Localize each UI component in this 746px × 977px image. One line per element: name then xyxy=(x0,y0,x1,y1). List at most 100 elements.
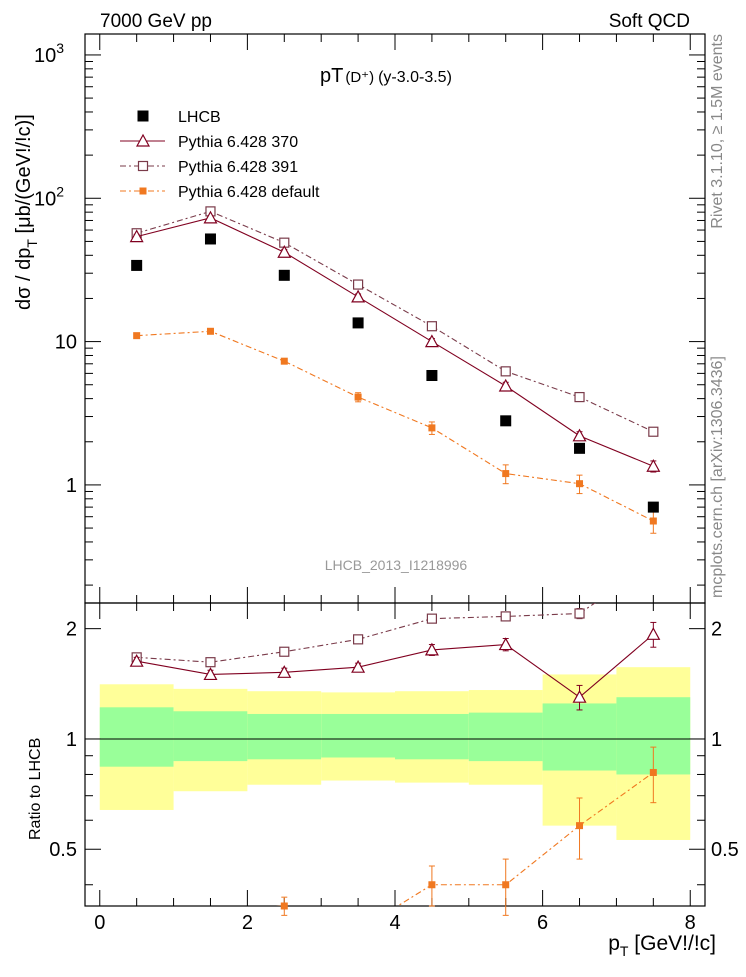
xlabel-sub: T xyxy=(620,943,629,959)
legend-marker-lhcb xyxy=(137,110,149,122)
main-point-pdef xyxy=(354,393,362,401)
ratio-point-pdef xyxy=(649,768,657,776)
rivet-label: Rivet 3.1.10, ≥ 1.5M events xyxy=(709,34,726,229)
ratio-point-pdef xyxy=(280,902,288,910)
main-point-pdef xyxy=(428,424,436,432)
main-line-p370 xyxy=(136,217,654,467)
ratio-point-pdef xyxy=(428,881,436,889)
main-point-p370 xyxy=(351,289,366,303)
main-point-p391 xyxy=(426,321,438,332)
main-ytick-label: 10 xyxy=(55,332,77,354)
watermark: LHCB_2013_I1218996 xyxy=(325,557,468,573)
main-point-pdef xyxy=(649,517,657,525)
ratio-band-green xyxy=(247,713,322,760)
legend-marker-pdef xyxy=(139,187,147,195)
ratio-xtick-label: 6 xyxy=(537,912,548,934)
main-point-lhcb xyxy=(500,415,512,427)
ratio-point-p370 xyxy=(498,637,513,651)
ratio-ytick-label-left: 1 xyxy=(66,729,77,751)
main-point-lhcb xyxy=(426,369,438,381)
legend-label-p370: Pythia 6.428 370 xyxy=(178,134,298,151)
ratio-line-p370 xyxy=(136,633,654,698)
ratio-line-p391 xyxy=(136,603,596,663)
main-ytick-label: 103 xyxy=(34,40,64,67)
main-line-p391 xyxy=(136,210,654,433)
main-point-lhcb xyxy=(204,233,216,245)
x-axis-label: pT [GeV!/!c] xyxy=(608,932,716,959)
main-point-lhcb xyxy=(352,317,364,329)
ratio-ytick-label-right: 0.5 xyxy=(711,839,739,861)
main-point-p370 xyxy=(572,428,587,442)
main-point-p370 xyxy=(646,458,661,472)
main-point-lhcb xyxy=(647,501,659,513)
legend-label-p391: Pythia 6.428 391 xyxy=(178,159,298,176)
ratio-point-p370 xyxy=(646,627,661,640)
main-title: pT (D⁺) (y-3.0-3.5) xyxy=(320,65,452,87)
ratio-point-p391 xyxy=(279,646,290,657)
title-range: (y-3.0-3.5) xyxy=(378,69,452,86)
main-ylabel: dσ / dpT [μb/(GeV!/!c)] xyxy=(13,114,40,310)
ylabel-post: [μb/(GeV!/!c)] xyxy=(13,114,35,239)
ratio-band-green xyxy=(395,713,469,760)
ratio-xtick-label: 0 xyxy=(94,912,105,934)
ratio-xtick-label: 4 xyxy=(389,912,400,934)
main-point-p370 xyxy=(203,210,218,224)
main-point-p370 xyxy=(498,378,513,392)
ratio-ytick-label-right: 2 xyxy=(711,619,722,641)
main-point-p391 xyxy=(500,366,511,377)
ratio-ytick-label-left: 0.5 xyxy=(49,839,77,861)
main-point-p370 xyxy=(424,334,439,348)
ratio-ytick-label-left: 2 xyxy=(66,619,77,641)
ratio-point-p370 xyxy=(203,667,218,681)
ratio-point-p370 xyxy=(424,642,439,656)
ratio-point-p370 xyxy=(572,689,587,703)
ratio-point-p370 xyxy=(129,653,144,667)
ratio-point-p370 xyxy=(351,659,366,673)
main-point-pdef xyxy=(133,332,141,340)
main-point-pdef xyxy=(206,327,214,335)
ratio-point-p391 xyxy=(205,657,216,668)
ratio-point-p370 xyxy=(277,665,292,678)
main-point-p370 xyxy=(129,229,144,243)
main-point-lhcb xyxy=(278,269,290,281)
ratio-line-pdef xyxy=(275,772,654,906)
header-left: 7000 GeV pp xyxy=(100,11,212,32)
main-point-pdef xyxy=(280,357,288,365)
ratio-point-pdef xyxy=(502,881,510,889)
title-particle: (D⁺) xyxy=(345,69,374,86)
main-point-pdef xyxy=(502,470,510,478)
legend-label-lhcb: LHCB xyxy=(178,109,221,126)
main-point-p391 xyxy=(352,279,364,290)
ratio-xtick-label: 8 xyxy=(685,912,696,934)
ratio-band-green xyxy=(99,707,174,767)
ratio-band-green xyxy=(468,712,543,762)
ratio-point-p391 xyxy=(574,608,585,619)
main-ytick-label: 102 xyxy=(34,183,64,210)
header-right: Soft QCD xyxy=(609,11,690,32)
xlabel-pre: p xyxy=(608,932,620,955)
title-main: pT xyxy=(320,65,343,87)
main-point-lhcb xyxy=(574,442,586,454)
ratio-point-p391 xyxy=(426,613,438,624)
legend-label-pdef: Pythia 6.428 default xyxy=(178,184,320,201)
main-point-p370 xyxy=(277,245,292,258)
ratio-point-p391 xyxy=(500,611,511,622)
main-point-lhcb xyxy=(131,259,143,271)
ratio-ytick-label-right: 1 xyxy=(711,729,722,751)
ratio-band-green xyxy=(173,711,248,762)
source-label: mcplots.cern.ch [arXiv:1306.3436] xyxy=(709,356,726,598)
svg-text:pT(D⁺)(y-3.0-3.5): pT (D⁺) (y-3.0-3.5) xyxy=(320,65,452,87)
ylabel-pre: dσ / dp xyxy=(13,248,35,310)
ylabel-sub: T xyxy=(24,239,40,248)
main-ytick-label: 1 xyxy=(66,475,77,497)
main-line-pdef xyxy=(136,330,654,522)
ratio-bands xyxy=(99,667,691,840)
main-point-p391 xyxy=(648,426,659,437)
main-point-pdef xyxy=(576,480,584,488)
ratio-point-p391 xyxy=(352,634,364,645)
legend-marker-p391 xyxy=(137,160,149,172)
xlabel-post: [GeV!/!c] xyxy=(628,932,716,955)
main-point-p391 xyxy=(574,391,585,403)
